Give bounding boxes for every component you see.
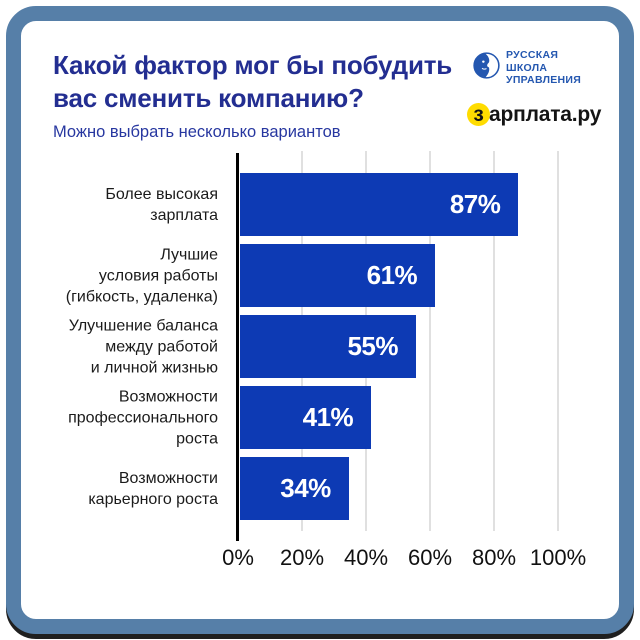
rsu-text-line: УПРАВЛЕНИЯ <box>506 74 582 86</box>
bar-value-label: 55% <box>347 331 398 361</box>
category-label: Более высокая зарплата <box>21 184 218 226</box>
zarplata-logo: з арплата.ру <box>467 103 603 127</box>
page-subtitle: Можно выбрать несколько вариантов <box>53 123 341 141</box>
category-label: Возможности карьерного роста <box>21 468 218 510</box>
category-label: Улучшение баланса между работой и личной ж… <box>21 315 218 378</box>
x-tick-label: 100% <box>529 545 587 570</box>
page-title: Какой фактор мог бы побудить вас сменить… <box>53 49 452 115</box>
bar: 34% <box>240 457 349 520</box>
rsu-text-line: РУССКАЯ <box>506 49 559 61</box>
category-label-line: Лучшие <box>160 246 218 263</box>
bar-value-label: 34% <box>280 473 331 503</box>
category-label-line: профессионального <box>68 409 218 426</box>
zarplata-logo-text: арплата.ру <box>489 102 602 126</box>
rsu-text-line: ШКОЛА <box>506 61 548 74</box>
category-label: Лучшие условия работы (гибкость, удаленка) <box>21 244 218 307</box>
rsu-logo: РУССКАЯ ШКОЛА УПРАВЛЕНИЯ <box>473 49 603 87</box>
gridline <box>557 151 559 531</box>
category-label-line: между работой <box>105 338 218 355</box>
x-tick-label: 0% <box>222 545 254 570</box>
category-label-line: и личной жизнью <box>90 359 218 376</box>
infographic-card: Какой фактор мог бы побудить вас сменить… <box>6 6 634 634</box>
bar-row: Улучшение баланса между работой и личной ж… <box>21 315 619 378</box>
bar: 87% <box>240 173 519 236</box>
x-tick-label: 40% <box>343 545 389 570</box>
category-label-line: Возможности <box>118 388 218 405</box>
x-tick-label: 60% <box>407 545 453 570</box>
logo-block: РУССКАЯ ШКОЛА УПРАВЛЕНИЯ з арплата.ру <box>467 49 603 127</box>
gridline <box>493 151 495 531</box>
rsu-logo-icon <box>473 52 500 84</box>
bar-row: Лучшие условия работы (гибкость, удаленка)… <box>21 244 619 307</box>
rsu-logo-text: РУССКАЯ ШКОЛА УПРАВЛЕНИЯ <box>506 49 581 87</box>
bar-chart: Более высокая зарплата 87% Лучшие условия ра… <box>21 151 619 601</box>
category-label-line: Возможности <box>118 469 218 487</box>
bar-value-label: 61% <box>366 260 418 290</box>
x-axis-ticks: 0% 20% 40% 60% 80% 100% <box>21 545 619 575</box>
bar-row: Возможности карьерного роста 34% <box>21 457 619 520</box>
x-tick-label: 80% <box>471 545 517 570</box>
bar: 55% <box>240 315 416 378</box>
category-label-line: Улучшение баланса <box>68 317 218 334</box>
bar-value-label: 87% <box>449 189 501 219</box>
category-label-line: карьерного роста <box>88 490 218 508</box>
category-label-line: условия работы <box>98 267 218 284</box>
card-content: Какой фактор мог бы побудить вас сменить… <box>21 21 619 619</box>
y-axis-line <box>236 153 239 541</box>
title-line-1: Какой фактор мог бы побудить <box>53 50 453 80</box>
zarplata-highlight-icon: з <box>467 103 490 126</box>
bar: 61% <box>240 244 436 307</box>
bar-value-label: 41% <box>302 402 354 432</box>
category-label-line: роста <box>176 430 218 447</box>
gridline <box>429 151 431 531</box>
title-line-2: вас сменить компанию? <box>53 83 364 113</box>
bar-row: Более высокая зарплата 87% <box>21 173 619 236</box>
bar-row: Возможности профессионального роста 41% <box>21 386 619 449</box>
category-label-line: Более высокая <box>105 185 218 203</box>
category-label-line: (гибкость, удаленка) <box>65 288 218 305</box>
category-label: Возможности профессионального роста <box>21 386 218 449</box>
x-tick-label: 20% <box>279 545 325 570</box>
bar: 41% <box>240 386 372 449</box>
category-label-line: зарплата <box>150 206 218 224</box>
bar-rows: Более высокая зарплата 87% Лучшие условия ра… <box>21 173 619 528</box>
